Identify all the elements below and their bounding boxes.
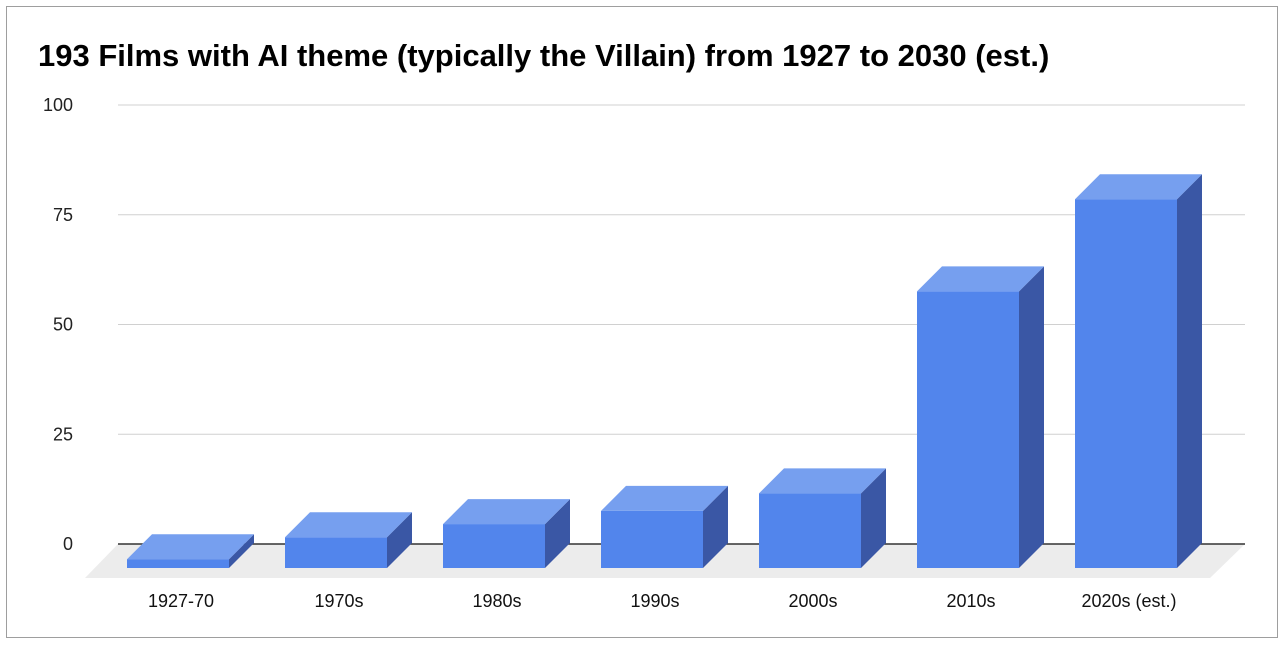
x-tick-label: 1927-70 <box>148 591 214 611</box>
bar <box>127 559 229 568</box>
bar-side <box>229 534 254 568</box>
bar-side <box>1177 174 1202 569</box>
bar-top <box>285 512 412 538</box>
bar-side <box>387 512 412 568</box>
bar-top <box>127 534 254 560</box>
bar-side <box>545 499 570 568</box>
bar-side <box>1019 266 1044 568</box>
x-tick-label: 1970s <box>314 591 363 611</box>
bar <box>917 291 1019 568</box>
bar-side <box>703 485 728 568</box>
y-tick-label: 100 <box>43 95 73 115</box>
y-tick-label: 50 <box>53 315 73 335</box>
bar <box>443 524 545 568</box>
x-tick-label: 2000s <box>788 591 837 611</box>
x-tick-label: 1980s <box>472 591 521 611</box>
x-tick-label: 2010s <box>946 591 995 611</box>
bar <box>601 510 703 568</box>
y-tick-label: 75 <box>53 205 73 225</box>
bar <box>285 537 387 568</box>
bar-top <box>1075 174 1202 200</box>
bar-top <box>917 266 1044 292</box>
bar-top <box>601 485 728 511</box>
chart-title: 193 Films with AI theme (typically the V… <box>38 38 1050 73</box>
y-tick-label: 25 <box>53 424 73 444</box>
x-tick-label: 2020s (est.) <box>1081 591 1176 611</box>
bar <box>759 493 861 568</box>
bar-side <box>861 468 886 568</box>
bar-top <box>759 468 886 494</box>
y-tick-label: 0 <box>63 534 73 554</box>
bar <box>1075 199 1177 569</box>
x-tick-label: 1990s <box>630 591 679 611</box>
bar-top <box>443 499 570 525</box>
